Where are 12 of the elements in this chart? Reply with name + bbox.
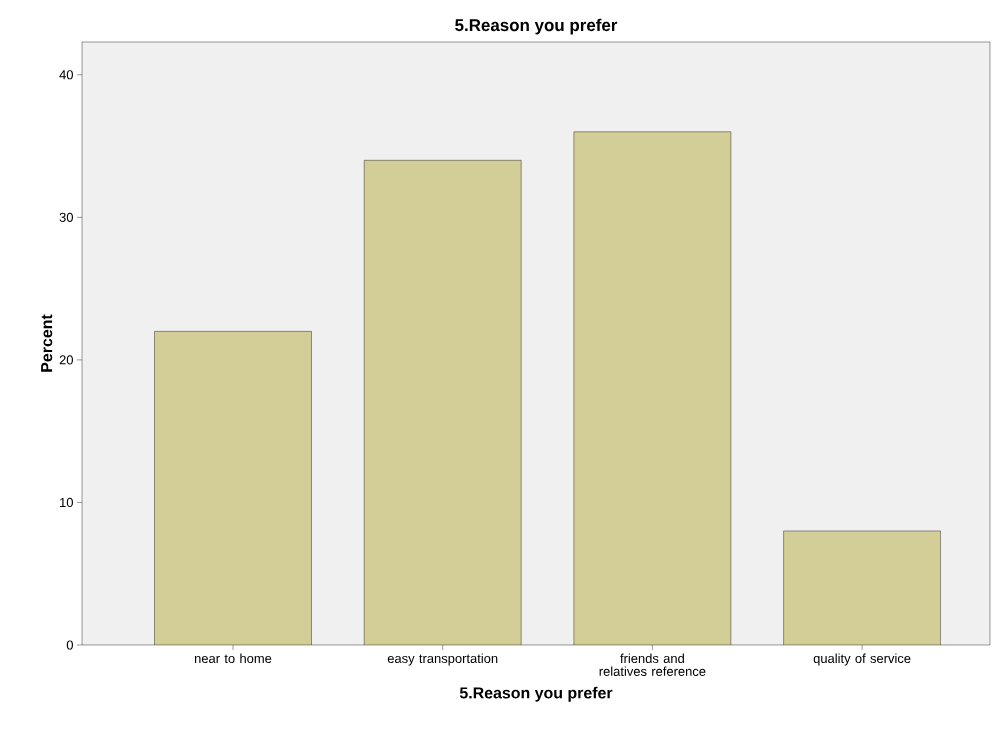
- x-tick-label: quality of service: [813, 653, 911, 666]
- y-tick-label: 20: [59, 355, 73, 365]
- y-tick-label: 30: [59, 212, 73, 222]
- x-tick-label: near to home: [194, 653, 272, 664]
- x-tick-label: easy transportation: [387, 653, 498, 666]
- chart-title: 5.Reason you prefer: [455, 18, 618, 35]
- y-axis-title: Percent: [41, 314, 53, 372]
- y-tick-label: 0: [66, 640, 73, 650]
- x-axis-title: 5.Reason you prefer: [459, 686, 613, 702]
- x-tick-label: friends and relatives reference: [599, 653, 706, 676]
- y-tick-label: 10: [60, 497, 73, 508]
- y-tick-label: 40: [59, 70, 73, 80]
